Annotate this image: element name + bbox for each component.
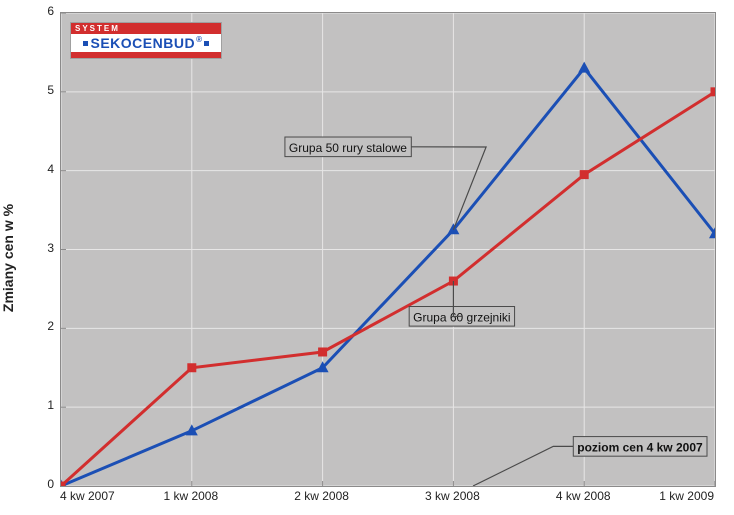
- x-tick-label: 1 kw 2009: [659, 489, 714, 503]
- logo-dot-right: [204, 41, 209, 46]
- chart-container: Zmiany cen w % Grupa 50 rury staloweGrup…: [0, 0, 734, 515]
- brand-logo: SYSTEM SEKOCENBUD ®: [70, 22, 222, 59]
- marker-grupa60: [61, 482, 66, 487]
- svg-text:Grupa 60 grzejniki: Grupa 60 grzejniki: [413, 310, 510, 324]
- logo-dot-left: [83, 41, 88, 46]
- y-axis-label: Zmiany cen w %: [0, 203, 16, 311]
- y-tick-label: 0: [47, 477, 54, 491]
- logo-main-text: SEKOCENBUD: [91, 35, 196, 51]
- x-tick-label: 2 kw 2008: [294, 489, 349, 503]
- y-tick-label: 5: [47, 83, 54, 97]
- logo-registered: ®: [196, 35, 202, 44]
- marker-grupa60: [187, 363, 196, 372]
- svg-text:Grupa 50 rury stalowe: Grupa 50 rury stalowe: [289, 141, 407, 155]
- y-tick-label: 2: [47, 319, 54, 333]
- logo-bottom-bar: [71, 52, 221, 58]
- y-tick-label: 4: [47, 162, 54, 176]
- x-tick-label: 1 kw 2008: [163, 489, 218, 503]
- y-tick-label: 3: [47, 241, 54, 255]
- y-tick-label: 1: [47, 398, 54, 412]
- plot-svg: Grupa 50 rury stalowe Grupa 60 grzejniki p…: [61, 13, 715, 486]
- series-label: Grupa 50 rury stalowe: [285, 137, 411, 157]
- plot-area: Grupa 50 rury stalowe Grupa 60 grzejniki p…: [60, 12, 716, 487]
- x-tick-label: 4 kw 2007: [60, 489, 115, 503]
- marker-grupa60: [318, 347, 327, 356]
- svg-text:poziom cen 4 kw 2007: poziom cen 4 kw 2007: [577, 440, 703, 454]
- marker-grupa60: [711, 87, 716, 96]
- logo-main: SEKOCENBUD ®: [71, 34, 221, 52]
- y-tick-label: 6: [47, 4, 54, 18]
- logo-top-text: SYSTEM: [71, 23, 221, 34]
- marker-grupa60: [580, 170, 589, 179]
- x-tick-label: 3 kw 2008: [425, 489, 480, 503]
- x-tick-label: 4 kw 2008: [556, 489, 611, 503]
- baseline-label: poziom cen 4 kw 2007: [573, 437, 707, 457]
